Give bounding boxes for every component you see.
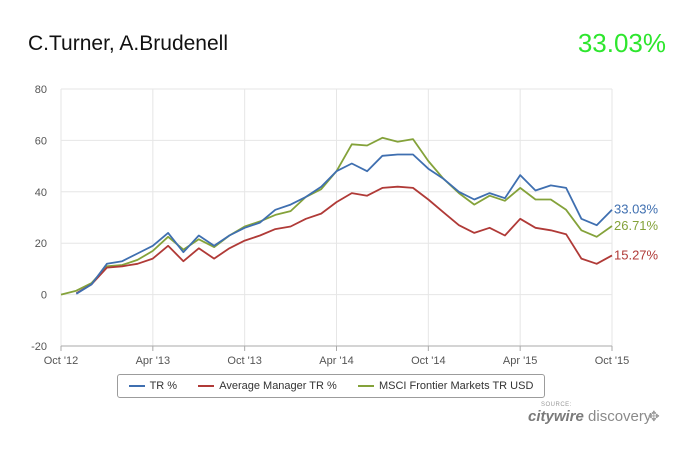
brand-rest: discovery <box>583 408 652 425</box>
legend-swatch-tr <box>128 385 145 387</box>
legend-item-tr[interactable]: TR % <box>128 380 178 392</box>
legend-label-msci: MSCI Frontier Markets TR USD <box>378 380 534 392</box>
x-tick-label: Oct '12 <box>44 355 79 367</box>
x-tick-label: Oct '15 <box>595 355 630 367</box>
y-tick-label: 0 <box>41 290 47 302</box>
end-value-label: 26.71% <box>614 218 659 233</box>
x-tick-label: Oct '14 <box>411 355 446 367</box>
x-tick-label: Apr '15 <box>503 355 538 367</box>
legend-label-average-manager: Average Manager TR % <box>219 380 337 392</box>
legend-swatch-msci <box>357 385 374 387</box>
legend-label-tr: TR % <box>149 380 178 392</box>
x-tick-label: Apr '14 <box>319 355 354 367</box>
legend-item-msci[interactable]: MSCI Frontier Markets TR USD <box>357 380 534 392</box>
y-tick-label: 60 <box>35 135 47 147</box>
end-value-label: 33.03% <box>614 202 659 217</box>
legend-item-average-manager[interactable]: Average Manager TR % <box>198 380 337 392</box>
y-tick-label: -20 <box>31 341 47 353</box>
brand-logo: citywire discovery <box>528 408 651 425</box>
series-line-average-manager-tr- <box>75 185 613 295</box>
headline-return-value: 33.03% <box>577 28 666 58</box>
source-label: SOURCE: <box>541 402 572 408</box>
chart-legend: TR % Average Manager TR % MSCI Frontier … <box>117 374 545 398</box>
page-title: C.Turner, A.Brudenell <box>28 32 228 55</box>
series-line-tr- <box>75 153 613 295</box>
move-crosshair-icon: ✥ <box>648 408 660 424</box>
y-tick-label: 80 <box>35 84 47 96</box>
brand-bold: citywire <box>528 408 584 425</box>
legend-swatch-average-manager <box>198 385 215 387</box>
end-value-label: 15.27% <box>614 247 659 262</box>
y-tick-label: 20 <box>35 238 47 250</box>
y-tick-label: 40 <box>35 187 47 199</box>
x-tick-label: Oct '13 <box>227 355 262 367</box>
x-tick-label: Apr '13 <box>136 355 171 367</box>
